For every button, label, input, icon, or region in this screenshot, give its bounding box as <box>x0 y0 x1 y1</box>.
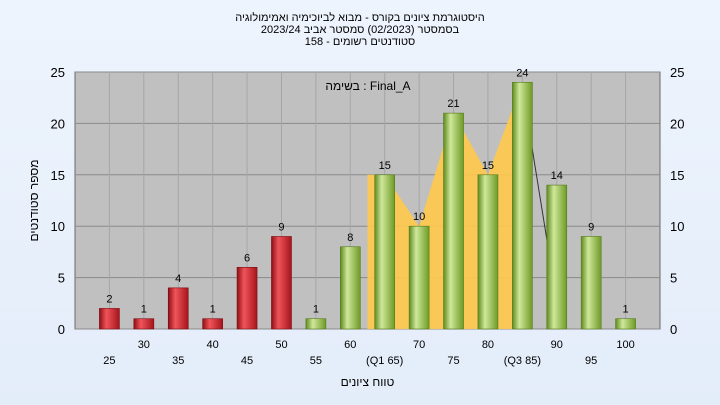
bar-value-label: 2 <box>106 293 112 305</box>
y-tick-label-right: 25 <box>670 65 684 80</box>
bar <box>202 318 223 330</box>
x-tick-label: 45 <box>241 355 253 367</box>
x-tick-label: 80 <box>482 339 494 351</box>
x-tick-label: 25 <box>103 355 115 367</box>
bar-value-label: 14 <box>551 170 563 182</box>
chart-title-enrolled: סטודנטים רשומים - 158 <box>304 36 416 48</box>
y-tick-label-right: 0 <box>670 322 677 337</box>
bar <box>339 246 361 330</box>
bar-value-label: 15 <box>482 160 494 172</box>
bar <box>271 236 292 330</box>
bar <box>615 318 636 330</box>
bar <box>477 174 499 330</box>
bar <box>546 184 568 330</box>
bar-value-label: 9 <box>278 221 284 233</box>
y-tick-label-left: 0 <box>58 322 65 337</box>
bar-value-label: 24 <box>516 67 528 79</box>
bar <box>305 318 327 330</box>
bar <box>99 308 120 330</box>
x-axis-title: טווח ציונים <box>341 375 395 389</box>
x-tick-label: 75 <box>447 355 459 367</box>
bar-value-label: 4 <box>175 273 181 285</box>
x-tick-label: 55 <box>310 355 322 367</box>
bar-value-label: 15 <box>379 160 391 172</box>
x-tick-label: 95 <box>585 355 597 367</box>
bar <box>443 112 464 330</box>
x-tick-label: 60 <box>344 339 356 351</box>
bar <box>236 267 258 330</box>
x-tick-label: (Q3 85) <box>504 355 541 367</box>
bar-value-label: 9 <box>588 221 594 233</box>
y-axis-title: מספר סטודנטים <box>27 159 41 241</box>
x-tick-label: 100 <box>616 339 634 351</box>
bar <box>512 81 533 330</box>
x-tick-label: 30 <box>138 339 150 351</box>
label-layer: 2 25 1 30 4 35 1 40 6 45 9 50 1 55 8 60 15 (Q1 65) 10 70 21 7… <box>103 67 634 367</box>
y-tick-label-right: 15 <box>670 168 684 183</box>
bar-value-label: 21 <box>447 98 459 110</box>
bar-layer <box>99 81 636 330</box>
bar-value-label: 6 <box>244 252 250 264</box>
y-tick-label-left: 5 <box>58 271 65 286</box>
bar-value-label: 1 <box>141 304 147 316</box>
x-tick-label: 50 <box>275 339 287 351</box>
y-tick-label-right: 20 <box>670 116 684 131</box>
chart-title-semester: בסמסטר (02/2023) סמסטר אביב 2023/24 <box>260 24 460 36</box>
bar-value-label: 8 <box>347 232 353 244</box>
bar <box>408 225 430 330</box>
y-tick-label-right: 5 <box>670 271 677 286</box>
bar-value-label: 1 <box>210 304 216 316</box>
x-tick-label: (Q1 65) <box>366 355 403 367</box>
bar-value-label: 1 <box>623 304 629 316</box>
bar-value-label: 1 <box>313 304 319 316</box>
x-tick-label: 70 <box>413 339 425 351</box>
y-tick-label-left: 20 <box>51 116 65 131</box>
x-tick-label: 90 <box>551 339 563 351</box>
y-tick-label-left: 25 <box>51 65 65 80</box>
y-tick-label-left: 15 <box>51 168 65 183</box>
bar <box>580 236 602 330</box>
bar <box>167 287 189 330</box>
x-tick-label: 35 <box>172 355 184 367</box>
bar-value-label: 10 <box>413 211 425 223</box>
chart-annotation: בשימה : Final_A <box>325 79 410 93</box>
bar <box>374 174 396 330</box>
y-tick-label-left: 10 <box>51 219 65 234</box>
bar <box>133 318 155 330</box>
y-tick-label-right: 10 <box>670 219 684 234</box>
x-tick-label: 40 <box>207 339 219 351</box>
chart-title-course: היסטוגרמת ציונים בקורס - מבוא לביוכימיה … <box>235 12 485 24</box>
